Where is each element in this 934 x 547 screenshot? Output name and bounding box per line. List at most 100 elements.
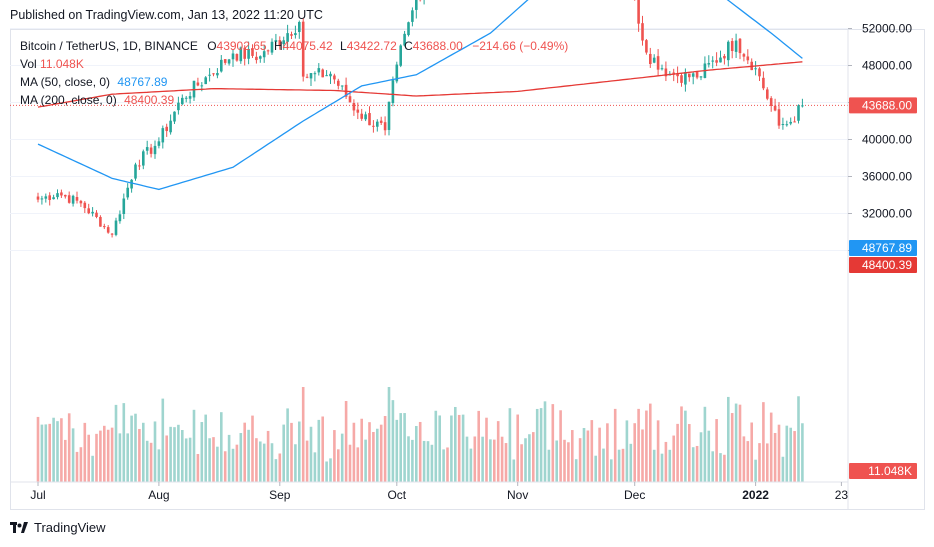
volume-bar	[99, 430, 102, 482]
volume-bar	[274, 459, 278, 482]
volume-bar	[446, 447, 449, 482]
candle-body	[196, 82, 200, 86]
candle-body	[118, 214, 122, 222]
y-tick-label: 40000.00	[862, 133, 912, 147]
volume-bar	[372, 431, 375, 482]
volume-bar	[122, 403, 126, 482]
price-badges: 48767.89 48400.39 43688.00 11.048K	[849, 97, 917, 479]
y-tick-label: 48000.00	[862, 59, 912, 73]
volume-bar	[87, 434, 90, 482]
volume-bar	[169, 426, 172, 482]
candle-body	[789, 121, 792, 124]
candle-body	[286, 33, 289, 42]
candle-body	[348, 96, 352, 103]
volume-bar	[313, 452, 317, 482]
volume-bar	[477, 410, 480, 482]
candle-body	[403, 33, 406, 46]
published-caption: Published on TradingView.com, Jan 13, 20…	[10, 8, 323, 22]
candle-body	[781, 124, 785, 126]
candle-body	[785, 124, 789, 126]
volume-bar	[684, 410, 687, 482]
volume-bar	[430, 444, 434, 482]
volume-bar	[473, 436, 477, 482]
candle-body	[138, 165, 141, 167]
volume-bar	[574, 459, 578, 482]
candle-body	[223, 59, 227, 63]
volume-bar	[461, 414, 465, 482]
candle-body	[290, 34, 293, 36]
volume-bar	[652, 449, 656, 482]
x-tick-label: Jul	[30, 488, 45, 502]
volume-bar	[742, 436, 746, 482]
volume-bar	[188, 437, 192, 482]
legend-ma50-label: MA (50, close, 0)	[20, 75, 111, 89]
volume-bar	[157, 449, 161, 482]
candle-body	[379, 120, 383, 123]
ma50-line	[37, 0, 803, 191]
candle-body	[149, 147, 153, 154]
candle-body	[376, 121, 379, 127]
volume-bar	[637, 408, 640, 482]
candle-body	[278, 40, 282, 46]
candle-body	[305, 76, 309, 78]
x-tick-label: Nov	[507, 488, 528, 502]
candle-body	[262, 51, 266, 58]
candle-body	[340, 85, 344, 87]
legend-change: −214.66 (−0.49%)	[472, 39, 569, 53]
volume-bar	[301, 387, 305, 482]
volume-bar	[243, 422, 246, 482]
candle-body	[44, 196, 48, 199]
volume-bar	[606, 423, 609, 482]
chart-frame	[10, 29, 925, 510]
candle-body	[329, 73, 332, 77]
volume-bar	[586, 430, 590, 482]
volume-bar	[738, 404, 742, 482]
volume-bar	[641, 429, 644, 482]
volume-bar	[676, 423, 679, 482]
volume-bar	[512, 459, 516, 482]
volume-bar	[235, 444, 239, 482]
candle-body	[247, 48, 250, 59]
volume-bar	[204, 414, 207, 482]
volume-bar	[547, 449, 551, 482]
candle-body	[239, 47, 243, 62]
volume-bar	[539, 408, 543, 482]
candle-body	[177, 102, 180, 111]
footer-brand[interactable]: TradingView	[10, 520, 106, 535]
volume-bar	[356, 447, 360, 482]
volume-bar	[130, 415, 133, 482]
volume-bar	[309, 426, 313, 482]
volume-bar	[543, 401, 547, 482]
candle-body	[173, 111, 176, 122]
legend-symbol: Bitcoin / TetherUS, 1D, BINANCE	[20, 39, 198, 53]
y-tick-label: 52000.00	[862, 22, 912, 36]
volume-bar	[40, 424, 44, 482]
legend-vol-label: Vol	[20, 57, 37, 71]
volume-bar	[83, 422, 87, 482]
volume-bar	[633, 423, 636, 482]
volume-bar	[294, 444, 297, 482]
volume-bar	[485, 417, 488, 482]
volume-bar	[496, 421, 500, 482]
volume-bar	[567, 442, 570, 482]
candle-body	[664, 68, 668, 77]
volume-bar	[36, 416, 40, 482]
candle-body	[730, 41, 734, 52]
volume-bar	[563, 439, 566, 482]
legend-open-label: O	[207, 39, 217, 53]
volume-bar	[707, 430, 711, 482]
legend-low-value: 43422.72	[346, 39, 397, 53]
candle-body	[711, 60, 714, 62]
volume-bar	[52, 417, 55, 482]
candle-body	[122, 198, 126, 214]
candle-body	[145, 147, 149, 151]
volume-bar	[262, 443, 266, 482]
volume-bar	[231, 448, 235, 482]
candle-body	[255, 56, 258, 61]
x-tick-label: Sep	[269, 488, 291, 502]
candle-body	[231, 53, 235, 60]
volume-bar	[44, 424, 48, 482]
ma50-price-badge-bg	[849, 240, 917, 256]
volume-bar	[368, 422, 371, 482]
